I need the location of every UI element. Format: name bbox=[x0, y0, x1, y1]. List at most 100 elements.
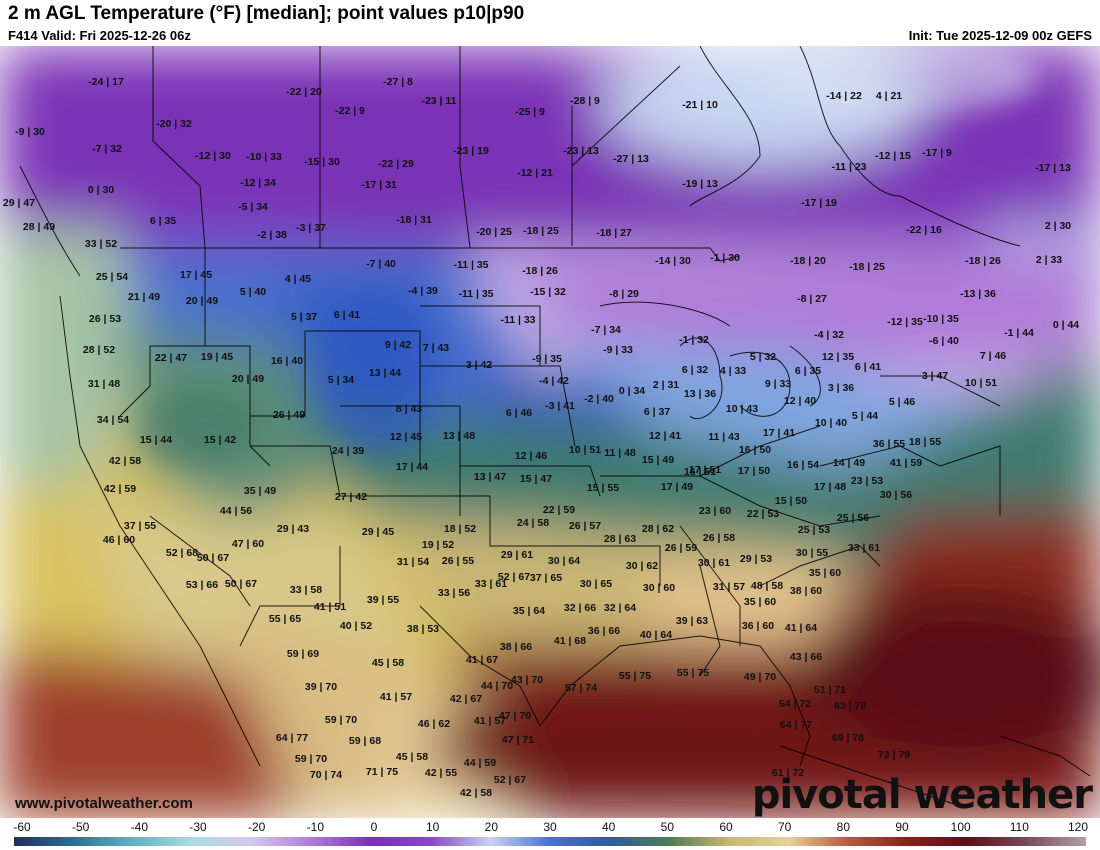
point-value: 31 | 54 bbox=[396, 556, 430, 568]
point-value: -17 | 19 bbox=[801, 197, 837, 209]
point-value: 50 | 67 bbox=[196, 552, 230, 564]
colorbar-tick-label: 0 bbox=[370, 820, 378, 834]
point-value: 39 | 70 bbox=[304, 681, 338, 693]
colorbar-tick-label: 50 bbox=[660, 820, 675, 834]
point-value: 52 | 67 bbox=[493, 774, 527, 786]
point-value: -21 | 10 bbox=[682, 99, 718, 111]
point-value: 41 | 64 bbox=[784, 622, 818, 634]
point-value: -11 | 35 bbox=[458, 288, 494, 300]
point-value: 5 | 46 bbox=[888, 396, 916, 408]
point-value: 15 | 55 bbox=[586, 482, 620, 494]
point-value: 12 | 41 bbox=[648, 430, 682, 442]
point-value: 38 | 66 bbox=[499, 641, 533, 653]
point-value: -4 | 42 bbox=[539, 375, 569, 387]
point-value: -12 | 30 bbox=[195, 150, 231, 162]
point-value: 17 | 49 bbox=[660, 481, 694, 493]
point-value: 47 | 70 bbox=[498, 710, 532, 722]
point-value: 52 | 67 bbox=[497, 571, 531, 583]
point-value: 15 | 50 bbox=[774, 495, 808, 507]
point-value: 10 | 43 bbox=[725, 403, 759, 415]
point-value: -8 | 29 bbox=[609, 288, 639, 300]
point-value: -14 | 30 bbox=[655, 255, 691, 267]
point-value: -9 | 33 bbox=[603, 344, 633, 356]
colorbar-tick-label: 10 bbox=[425, 820, 440, 834]
point-value: 25 | 54 bbox=[95, 271, 129, 283]
init-time: Init: Tue 2025-12-09 00z GEFS bbox=[908, 28, 1092, 43]
point-value: 18 | 55 bbox=[908, 436, 942, 448]
point-value: 15 | 49 bbox=[641, 454, 675, 466]
point-value: -12 | 15 bbox=[875, 150, 911, 162]
point-value: 39 | 55 bbox=[366, 594, 400, 606]
point-value: 3 | 42 bbox=[465, 359, 493, 371]
colorbar-tick-labels: -60 -50 -40 -30 -20 -10 0 10 20 30 40 50 60 70 80 90 100… bbox=[0, 820, 1100, 834]
point-value: -5 | 34 bbox=[238, 201, 268, 213]
point-value: -17 | 31 bbox=[361, 179, 397, 191]
point-value: 44 | 70 bbox=[480, 680, 514, 692]
point-value: 9 | 42 bbox=[384, 339, 412, 351]
point-value: 11 | 43 bbox=[708, 431, 740, 443]
point-value: -18 | 25 bbox=[849, 261, 885, 273]
point-value: -27 | 13 bbox=[613, 153, 649, 165]
point-value: -15 | 30 bbox=[304, 156, 340, 168]
point-value: 64 | 77 bbox=[275, 732, 309, 744]
point-value: 31 | 48 bbox=[87, 378, 121, 390]
point-value: -18 | 26 bbox=[965, 255, 1001, 267]
point-value: 35 | 60 bbox=[743, 596, 777, 608]
point-value: -17 | 9 bbox=[922, 147, 952, 159]
point-value: 0 | 30 bbox=[87, 184, 115, 196]
point-value: 28 | 52 bbox=[82, 344, 116, 356]
point-values-layer: -24 | 17 -22 | 20 -27 | 8 -23 | 11 -22 | 9 -2… bbox=[0, 46, 1100, 818]
point-value: 24 | 58 bbox=[516, 517, 550, 529]
point-value: 50 | 67 bbox=[224, 578, 258, 590]
point-value: -18 | 31 bbox=[396, 214, 432, 226]
point-value: -28 | 9 bbox=[570, 95, 600, 107]
point-value: 5 | 32 bbox=[749, 351, 777, 363]
point-value: 2 | 31 bbox=[652, 379, 680, 391]
point-value: 26 | 55 bbox=[441, 555, 475, 567]
point-value: 63 | 78 bbox=[833, 700, 867, 712]
point-value: 41 | 67 bbox=[465, 654, 499, 666]
point-value: 30 | 55 bbox=[795, 547, 829, 559]
point-value: -23 | 13 bbox=[563, 145, 599, 157]
point-value: 40 | 64 bbox=[639, 629, 673, 641]
point-value: -1 | 30 bbox=[710, 252, 740, 264]
point-value: 45 | 58 bbox=[395, 751, 429, 763]
point-value: 4 | 33 bbox=[719, 365, 747, 377]
point-value: -20 | 32 bbox=[156, 118, 192, 130]
point-value: -12 | 35 bbox=[887, 316, 923, 328]
point-value: 59 | 68 bbox=[348, 735, 382, 747]
point-value: -22 | 9 bbox=[335, 105, 365, 117]
point-value: 40 | 52 bbox=[339, 620, 373, 632]
colorbar-tick-label: 30 bbox=[543, 820, 557, 834]
point-value: 47 | 71 bbox=[501, 734, 535, 746]
point-value: 53 | 66 bbox=[185, 579, 219, 591]
point-value: -1 | 32 bbox=[679, 334, 709, 346]
point-value: 20 | 49 bbox=[231, 373, 265, 385]
point-value: 16 | 40 bbox=[270, 355, 304, 367]
point-value: 3 | 47 bbox=[921, 370, 949, 382]
point-value: 57 | 74 bbox=[564, 682, 598, 694]
point-value: 59 | 69 bbox=[286, 648, 320, 660]
colorbar-tick-label: 90 bbox=[895, 820, 909, 834]
point-value: 43 | 70 bbox=[510, 674, 544, 686]
point-value: -22 | 16 bbox=[906, 224, 942, 236]
point-value: 17 | 51 bbox=[688, 464, 722, 476]
point-value: 35 | 60 bbox=[808, 567, 842, 579]
header: 2 m AGL Temperature (°F) [median]; point… bbox=[0, 0, 1100, 46]
point-value: 29 | 61 bbox=[500, 549, 534, 561]
point-value: -14 | 22 bbox=[826, 90, 862, 102]
colorbar-tick-label: 70 bbox=[777, 820, 792, 834]
point-value: 37 | 55 bbox=[123, 520, 157, 532]
point-value: 59 | 70 bbox=[324, 714, 358, 726]
point-value: 29 | 53 bbox=[739, 553, 773, 565]
point-value: 29 | 43 bbox=[276, 523, 310, 535]
point-value: 15 | 47 bbox=[519, 473, 553, 485]
point-value: 64 | 77 bbox=[779, 719, 813, 731]
point-value: 0 | 44 bbox=[1052, 319, 1080, 331]
point-value: 39 | 63 bbox=[675, 615, 709, 627]
point-value: 33 | 58 bbox=[289, 584, 323, 596]
point-value: 24 | 39 bbox=[331, 445, 365, 457]
point-value: 42 | 58 bbox=[108, 455, 142, 467]
point-value: -4 | 39 bbox=[408, 285, 438, 297]
point-value: 12 | 46 bbox=[514, 450, 548, 462]
